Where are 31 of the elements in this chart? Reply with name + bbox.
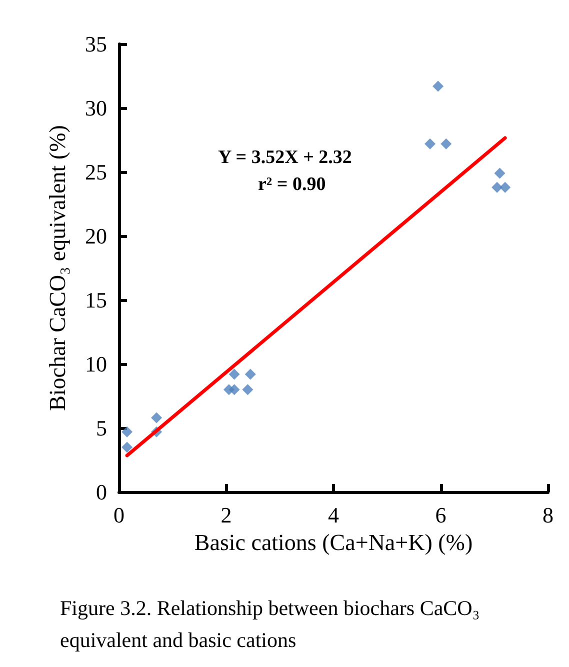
y-tick-label: 5: [96, 416, 107, 440]
y-tick-label: 30: [85, 96, 107, 120]
y-tick-label: 20: [85, 224, 107, 248]
caption: Figure 3.2. Relationship between biochars CaCO₃ equivalent and basic cations: [60, 596, 485, 652]
y-axis-title: Biochar CaCO₃ equivalent (%): [45, 125, 70, 411]
point: [242, 384, 254, 396]
x-tick-label: 8: [542, 502, 554, 528]
point: [228, 384, 240, 396]
point: [244, 368, 256, 380]
point: [440, 138, 452, 150]
point: [151, 412, 162, 424]
point: [228, 368, 240, 380]
y-tick-label: 0: [96, 480, 107, 504]
y-tick-label: 10: [85, 352, 107, 376]
annotation: r² = 0.90: [258, 174, 326, 195]
x-tick-label: 0: [114, 502, 124, 528]
y-tick-label: 15: [85, 288, 107, 312]
point: [122, 442, 133, 453]
point: [494, 168, 506, 179]
x-tick-label: 4: [328, 502, 339, 528]
point: [432, 80, 444, 92]
point: [122, 426, 133, 438]
x-tick-label: 6: [435, 502, 446, 528]
x-tick-label: 2: [220, 502, 232, 528]
annotation: Y = 3.52X + 2.32: [218, 147, 352, 168]
y-tick-label: 25: [85, 160, 107, 184]
point: [424, 138, 436, 150]
x-axis-title: Basic cations (Ca+Na+K) (%): [194, 530, 473, 555]
point: [492, 182, 503, 193]
y-tick-label: 35: [85, 32, 107, 56]
point: [500, 182, 511, 193]
